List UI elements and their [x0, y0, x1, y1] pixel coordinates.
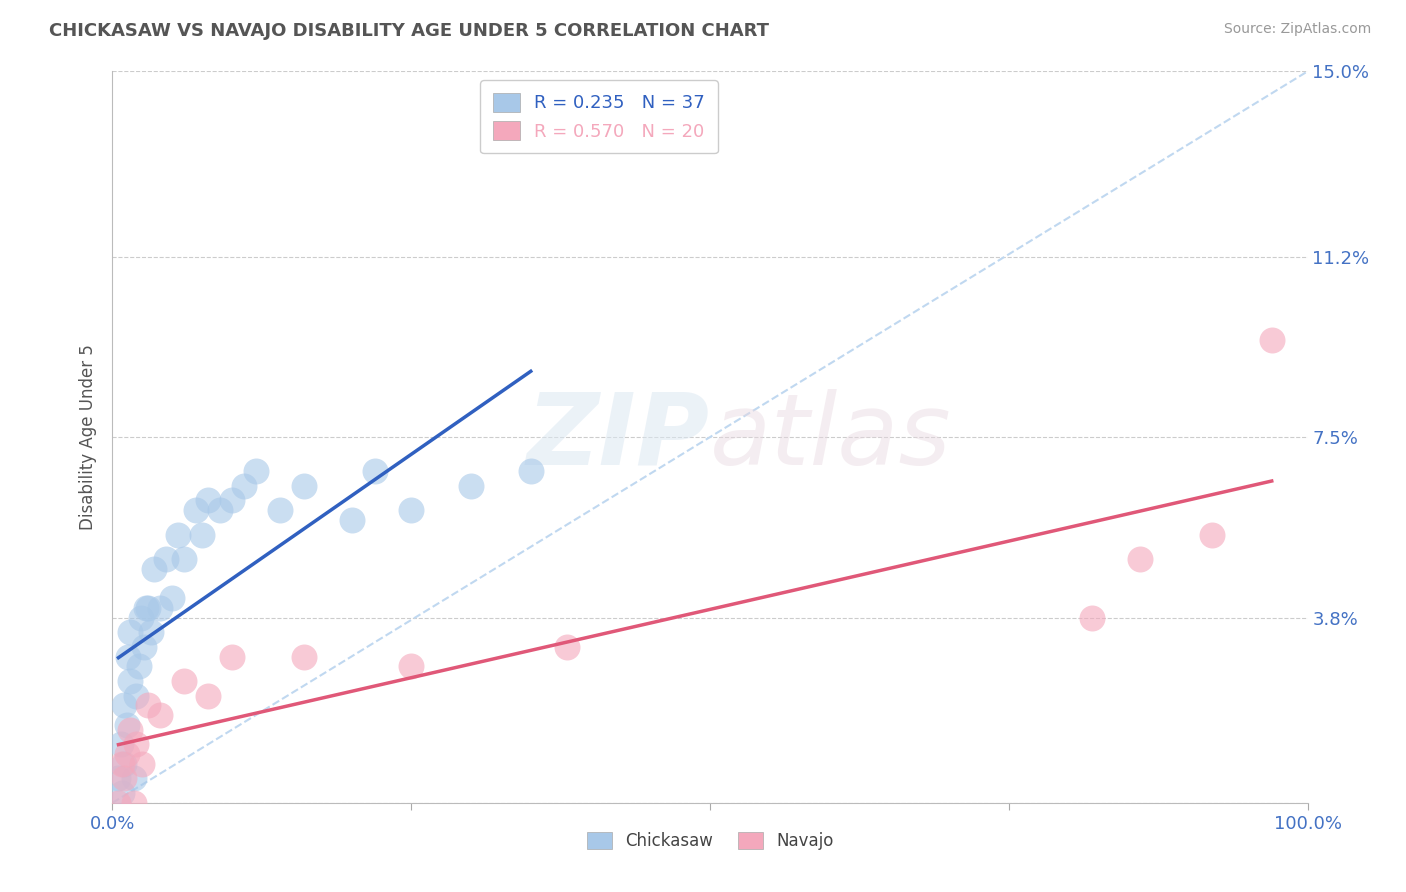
Point — [1129, 552, 1152, 566]
Point — [245, 464, 267, 478]
Point — [125, 689, 148, 703]
Point — [149, 600, 172, 615]
Point — [162, 591, 183, 605]
Point — [1201, 527, 1223, 541]
Point — [128, 659, 150, 673]
Point — [138, 698, 160, 713]
Text: Source: ZipAtlas.com: Source: ZipAtlas.com — [1223, 22, 1371, 37]
Point — [1261, 333, 1284, 347]
Point — [115, 747, 138, 761]
Point — [117, 649, 139, 664]
Legend: Chickasaw, Navajo: Chickasaw, Navajo — [576, 822, 844, 860]
Point — [111, 756, 134, 771]
Point — [107, 772, 129, 786]
Point — [149, 708, 172, 723]
Point — [364, 464, 387, 478]
Point — [120, 625, 142, 640]
Point — [401, 503, 423, 517]
Point — [197, 493, 219, 508]
Point — [122, 796, 145, 810]
Text: ZIP: ZIP — [527, 389, 710, 485]
Point — [221, 649, 243, 664]
Point — [173, 673, 195, 688]
Point — [138, 600, 160, 615]
Point — [114, 772, 135, 786]
Point — [110, 737, 132, 751]
Point — [114, 756, 135, 771]
Point — [122, 772, 145, 786]
Point — [340, 513, 363, 527]
Point — [139, 625, 162, 640]
Point — [555, 640, 578, 654]
Point — [460, 479, 482, 493]
Point — [120, 673, 142, 688]
Point — [107, 796, 129, 810]
Point — [209, 503, 232, 517]
Point — [167, 527, 190, 541]
Point — [186, 503, 208, 517]
Point — [135, 600, 157, 615]
Point — [131, 756, 153, 771]
Point — [114, 698, 135, 713]
Point — [401, 659, 423, 673]
Text: atlas: atlas — [710, 389, 952, 485]
Point — [233, 479, 256, 493]
Point — [520, 464, 543, 478]
Y-axis label: Disability Age Under 5: Disability Age Under 5 — [79, 344, 97, 530]
Point — [221, 493, 243, 508]
Point — [292, 649, 315, 664]
Point — [111, 786, 134, 800]
Point — [115, 718, 138, 732]
Point — [1081, 610, 1104, 624]
Point — [129, 610, 152, 624]
Point — [191, 527, 214, 541]
Point — [132, 640, 155, 654]
Point — [197, 689, 219, 703]
Point — [173, 552, 195, 566]
Point — [125, 737, 148, 751]
Point — [269, 503, 291, 517]
Text: CHICKASAW VS NAVAJO DISABILITY AGE UNDER 5 CORRELATION CHART: CHICKASAW VS NAVAJO DISABILITY AGE UNDER… — [49, 22, 769, 40]
Point — [292, 479, 315, 493]
Point — [155, 552, 177, 566]
Point — [143, 562, 166, 576]
Point — [120, 723, 142, 737]
